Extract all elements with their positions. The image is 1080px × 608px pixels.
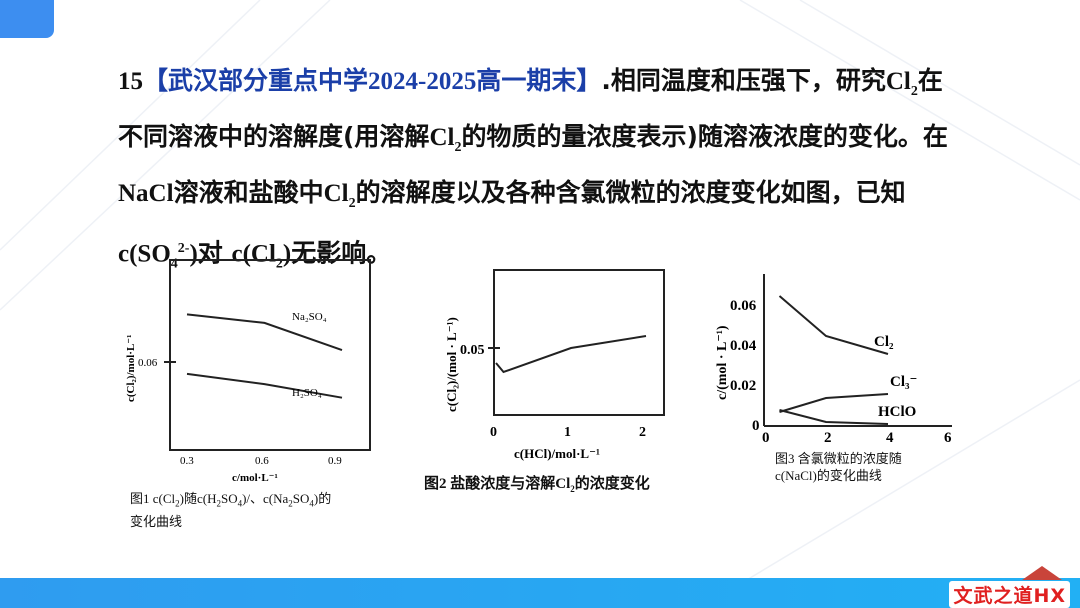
figure3-label-hclo: HClO [878, 404, 916, 420]
figure1-frame [169, 259, 371, 451]
figure3-label-cl3: Cl₃⁻ [890, 374, 917, 390]
question-text: 15【武汉部分重点中学2024-2025高一期末】.相同温度和压强下，研究Cl2… [118, 66, 948, 272]
figure1-series-na2so4 [186, 313, 343, 352]
figure3-series-cl2 [778, 295, 889, 355]
figure2-series [495, 335, 647, 374]
figure2-xlabel: c(HCl)/mol·L⁻¹ [514, 446, 600, 461]
figure1-series-h2so4 [186, 372, 343, 399]
bottom-bar [0, 578, 1080, 608]
figure3-xtick-3: 4 [886, 430, 894, 446]
figure3-ytick-4: 0 [752, 418, 760, 434]
figure1-label-h2so4: H₂SO₄ [292, 387, 322, 399]
figure1-ytick: 0.06 [138, 357, 158, 369]
figure1-xtick-1: 0.3 [180, 455, 194, 467]
figure2-chart: 0.05 c(Cl₂)/(mol · L⁻¹) 0 1 2 c(HCl)/mol… [444, 269, 665, 461]
figure1-xlabel: c/mol·L⁻¹ [232, 472, 278, 484]
house-icon [1022, 566, 1062, 580]
figure3-ytick-2: 0.04 [730, 338, 757, 354]
figure3-series-cl3 [779, 393, 889, 413]
figure3-ylabel: c/(mol · L⁻¹) [715, 325, 730, 400]
figure2-panel: 0.05 c(Cl₂)/(mol · L⁻¹) 0 1 2 c(HCl)/mol… [436, 262, 676, 467]
figure3-ytick-1: 0.06 [730, 298, 757, 314]
figure3-xtick-2: 2 [824, 430, 832, 446]
figure2-frame [493, 269, 665, 416]
figure1-chart: 0.06 c(Cl₂)/mol·L⁻¹ 0.3 0.6 0.9 c/mol·L⁻… [125, 259, 371, 484]
figure3-label-cl2: Cl₂ [874, 334, 894, 350]
figure1-xtick-3: 0.9 [328, 455, 342, 467]
figure3-ytick-3: 0.02 [730, 378, 756, 394]
figure3-series-hclo [779, 409, 889, 425]
figure1-ylabel: c(Cl₂)/mol·L⁻¹ [125, 335, 137, 402]
figure1-caption: 图1 c(Cl2)随c(H2SO4)/、c(Na2SO4)的 变化曲线 [130, 491, 332, 529]
corner-decoration [0, 0, 54, 38]
figure3-panel: 0.06 0.04 0.02 0 c/(mol · L⁻¹) 0 2 4 6 C… [712, 270, 962, 450]
figure2-ytick: 0.05 [460, 343, 485, 358]
figure2-ylabel: c(Cl₂)/(mol · L⁻¹) [444, 317, 459, 412]
brand-watermark: 文武之道HX [949, 581, 1070, 608]
question-number: 15 [118, 68, 143, 95]
figure3-xtick-1: 0 [762, 430, 770, 446]
figure3-chart: 0.06 0.04 0.02 0 c/(mol · L⁻¹) 0 2 4 6 C… [715, 274, 952, 446]
figure3-xtick-4: 6 [944, 430, 952, 446]
figure2-xtick-3: 2 [639, 425, 646, 440]
figure1-xtick-2: 0.6 [255, 455, 269, 467]
figure1-panel: 0.06 c(Cl₂)/mol·L⁻¹ 0.3 0.6 0.9 c/mol·L⁻… [122, 252, 377, 484]
question-source: 【武汉部分重点中学2024-2025高一期末】 [143, 68, 602, 95]
figure1-label-na2so4: Na₂SO₄ [292, 311, 327, 323]
figure3-caption: 图3 含氯微粒的浓度随 c(NaCl)的变化曲线 [775, 451, 902, 483]
figure2-xtick-2: 1 [564, 425, 571, 440]
figure2-xtick-1: 0 [490, 425, 497, 440]
figure2-caption: 图2 盐酸浓度与溶解Cl2的浓度变化 [424, 476, 650, 494]
